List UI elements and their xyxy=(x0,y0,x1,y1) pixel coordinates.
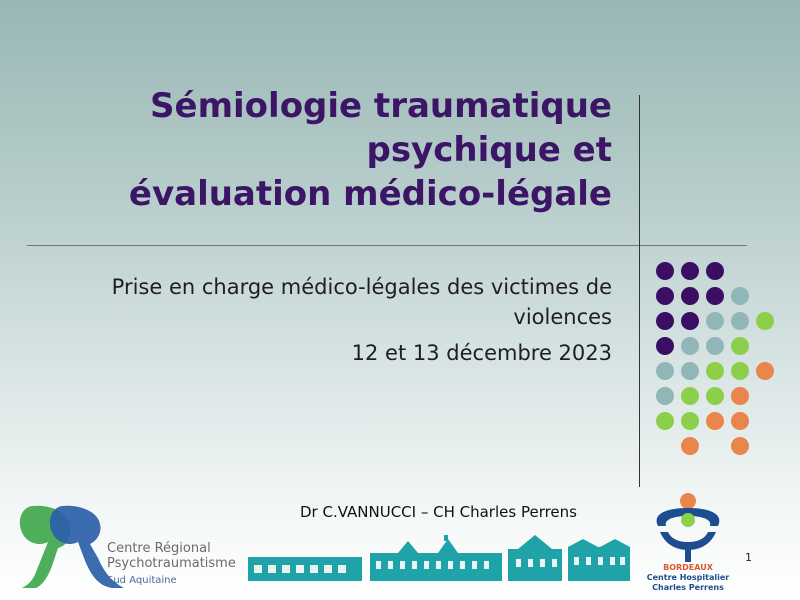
dot-gray xyxy=(731,312,749,330)
dot-green xyxy=(706,362,724,380)
hospital-buildings-icon xyxy=(248,535,630,581)
dot-green xyxy=(731,337,749,355)
dot-green xyxy=(681,387,699,405)
ch-perrens-logo-text: BORDEAUX Centre Hospitalier Charles Perr… xyxy=(646,563,730,593)
vertical-divider xyxy=(639,95,640,487)
dot-gray xyxy=(656,387,674,405)
dot-orange xyxy=(731,437,749,455)
dot-gray xyxy=(706,312,724,330)
crp-logo-line-1: Centre Régional xyxy=(107,541,211,556)
dot-green xyxy=(681,412,699,430)
subtitle-line-1: Prise en charge médico-légales des victi… xyxy=(111,275,612,299)
dot-gray xyxy=(681,337,699,355)
dot-purple xyxy=(656,287,674,305)
dot-green xyxy=(656,412,674,430)
ch-perrens-line-2: Charles Perrens xyxy=(652,583,724,592)
crp-logo-text: Centre Régional Psychotraumatisme Sud Aq… xyxy=(107,541,236,588)
subtitle-date: 12 et 13 décembre 2023 xyxy=(351,341,612,365)
title-line-1: Sémiologie traumatique xyxy=(150,86,612,126)
dot-purple xyxy=(681,262,699,280)
horizontal-divider xyxy=(27,245,747,246)
dot-orange xyxy=(731,387,749,405)
crp-logo-line-3: Sud Aquitaine xyxy=(107,575,177,586)
dot-orange xyxy=(681,437,699,455)
dot-green xyxy=(731,362,749,380)
author-credit: Dr C.VANNUCCI – CH Charles Perrens xyxy=(300,503,577,521)
subtitle-line-2: violences xyxy=(513,305,612,329)
dot-orange xyxy=(756,362,774,380)
crp-logo-line-2: Psychotraumatisme xyxy=(107,556,236,571)
title-line-2: psychique et xyxy=(366,130,612,170)
dot-green xyxy=(756,312,774,330)
ch-perrens-city: BORDEAUX xyxy=(663,563,713,572)
dot-gray xyxy=(681,362,699,380)
dot-orange xyxy=(706,412,724,430)
dot-green xyxy=(706,387,724,405)
dot-purple xyxy=(656,337,674,355)
dot-purple xyxy=(656,312,674,330)
ch-perrens-logo-icon xyxy=(656,493,720,562)
slide-subtitle: Prise en charge médico-légales des victi… xyxy=(52,272,612,368)
dot-gray xyxy=(656,362,674,380)
dot-orange xyxy=(731,412,749,430)
dot-gray xyxy=(731,287,749,305)
title-line-3: évaluation médico-légale xyxy=(128,174,612,214)
dot-purple xyxy=(681,287,699,305)
dot-gray xyxy=(706,337,724,355)
dot-purple xyxy=(681,312,699,330)
crp-logo-icon xyxy=(19,505,124,588)
dot-purple xyxy=(706,287,724,305)
page-number: 1 xyxy=(745,551,752,564)
ch-perrens-line-1: Centre Hospitalier xyxy=(646,573,730,582)
dot-purple xyxy=(656,262,674,280)
slide-title: Sémiologie traumatique psychique et éval… xyxy=(92,84,612,216)
dot-purple xyxy=(706,262,724,280)
